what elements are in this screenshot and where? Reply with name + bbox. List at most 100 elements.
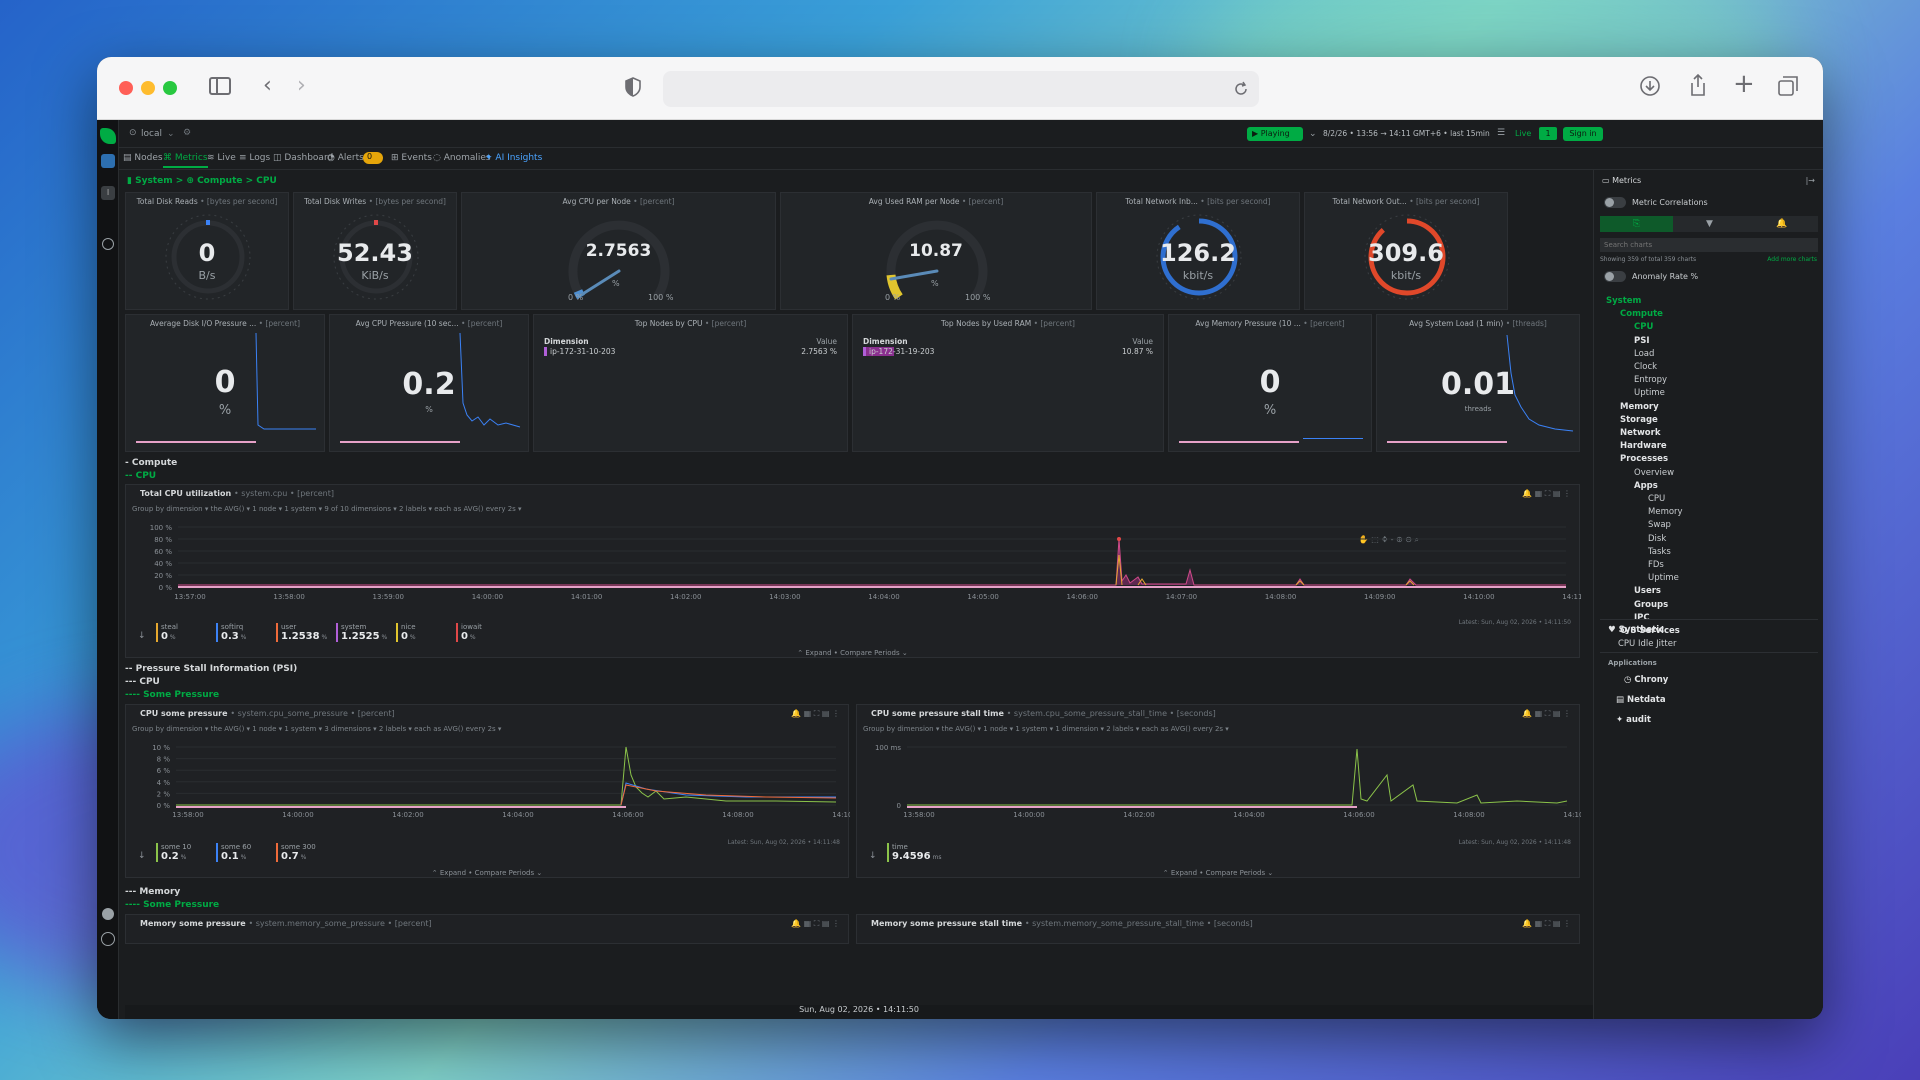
space-icon[interactable] (101, 154, 115, 168)
tree-item[interactable]: Tasks (1648, 546, 1671, 557)
settings-icon[interactable] (102, 238, 114, 250)
tab-events[interactable]: ⊞ Events (391, 153, 432, 163)
timerange-picker[interactable]: 8/2/26 • 13:56 → 14:11 GMT+6 • last 15mi… (1323, 129, 1490, 138)
section-psi[interactable]: -- Pressure Stall Information (PSI) (125, 664, 298, 674)
legend-item[interactable]: user 1.2538 % (276, 623, 334, 642)
legend-expand-icon[interactable]: ↓ (138, 851, 146, 861)
tree-item-audit[interactable]: ✦ audit (1616, 715, 1651, 725)
tab-live[interactable]: ≋ Live (207, 153, 236, 163)
tab-anomalies[interactable]: ◌ Anomalies (433, 153, 491, 163)
card-top-nodes-by-ram[interactable]: Top Nodes by Used RAM • [percent] Dimens… (852, 314, 1164, 452)
tree-item[interactable]: Apps (1634, 480, 1658, 491)
tree-item[interactable]: Disk (1648, 533, 1667, 544)
tree-item[interactable]: PSI (1634, 335, 1650, 346)
tree-item[interactable]: Groups (1634, 599, 1669, 610)
card-total-disk-writes[interactable]: Total Disk Writes • [bytes per second] 5… (293, 192, 457, 310)
search-charts-input[interactable] (1600, 238, 1818, 252)
tree-item[interactable]: System (1606, 296, 1642, 306)
legend-item[interactable]: some 60 0.1 % (216, 843, 274, 862)
chart-toolbar-icons[interactable]: 🔔 ▦ ⛶ ▤ ⋮ (791, 709, 840, 718)
tree-item[interactable]: CPU (1634, 322, 1654, 333)
add-more-charts-link[interactable]: Add more charts (1767, 256, 1817, 263)
tree-item-cpu-idle-jitter[interactable]: CPU Idle Jitter (1618, 639, 1677, 649)
sign-in-button[interactable]: Sign in (1563, 127, 1603, 141)
tree-item[interactable]: Swap (1648, 520, 1671, 531)
tree-item[interactable]: Hardware (1620, 441, 1667, 452)
tree-item[interactable]: Load (1634, 348, 1655, 359)
new-tab-icon[interactable]: + (1733, 69, 1755, 99)
expand-compare-periods[interactable]: ⌃ Expand • Compare Periods ⌄ (431, 869, 543, 877)
minimize-window-button[interactable] (141, 81, 155, 95)
chart-memory-some-pressure-stall-time[interactable]: Memory some pressure stall time • system… (856, 914, 1580, 944)
tree-item-netdata[interactable]: ▤ Netdata (1616, 695, 1666, 705)
chart-total-cpu-utilization[interactable]: Total CPU utilization • system.cpu • [pe… (125, 484, 1581, 658)
legend-expand-icon[interactable]: ↓ (869, 851, 877, 861)
chart-toolbar-icons[interactable]: 🔔 ▦ ⛶ ▤ ⋮ (1522, 489, 1571, 498)
group-by-controls[interactable]: Group by dimension ▾ the AVG() ▾ 1 node … (863, 725, 1229, 733)
chart-cpu-some-pressure[interactable]: CPU some pressure • system.cpu_some_pres… (125, 704, 850, 878)
tree-item[interactable]: Entropy (1634, 375, 1668, 386)
tree-item[interactable]: Memory (1620, 401, 1659, 412)
section-cpu[interactable]: -- CPU (125, 471, 157, 481)
user-avatar-icon[interactable] (101, 932, 115, 946)
breadcrumb[interactable]: ▮ System > ⊕ Compute > CPU (127, 176, 277, 186)
anomaly-rate-toggle[interactable] (1604, 271, 1626, 282)
tree-item-synthetic[interactable]: ♥ Synthetic (1608, 625, 1665, 635)
metric-correlations-toggle[interactable] (1604, 197, 1626, 208)
news-icon[interactable]: ☰ (1497, 128, 1506, 138)
chart-memory-some-pressure[interactable]: Memory some pressure • system.memory_som… (125, 914, 849, 944)
tree-item[interactable]: CPU (1648, 494, 1666, 504)
card-total-network-inbound[interactable]: Total Network Inb... • [bits per second]… (1096, 192, 1300, 310)
tab-overview-icon[interactable] (1777, 75, 1799, 97)
tree-item[interactable]: Processes (1620, 454, 1669, 465)
legend-item[interactable]: system 1.2525 % (336, 623, 394, 642)
section-memory[interactable]: --- Memory (125, 887, 181, 897)
tree-item[interactable]: Compute (1620, 309, 1663, 320)
legend-item[interactable]: steal 0 % (156, 623, 214, 642)
tree-item[interactable]: Overview (1634, 467, 1675, 478)
expand-compare-periods[interactable]: ⌃ Expand • Compare Periods ⌄ (797, 649, 908, 657)
gear-icon[interactable]: ⚙ (183, 128, 192, 138)
group-by-controls[interactable]: Group by dimension ▾ the AVG() ▾ 1 node … (132, 505, 522, 513)
tab-alerts[interactable]: ◔ Alerts (327, 153, 364, 163)
chart-toolbar-icons[interactable]: 🔔 ▦ ⛶ ▤ ⋮ (1522, 919, 1571, 928)
card-avg-cpu-pressure[interactable]: Avg CPU Pressure (10 sec... • [percent] … (329, 314, 529, 452)
room-icon[interactable]: I (101, 186, 115, 200)
expand-compare-periods[interactable]: ⌃ Expand • Compare Periods ⌄ (1162, 869, 1274, 877)
tree-item[interactable]: FDs (1648, 560, 1664, 570)
card-avg-used-ram-per-node[interactable]: Avg Used RAM per Node • [percent] 10.87 … (780, 192, 1092, 310)
card-total-disk-reads[interactable]: Total Disk Reads • [bytes per second] 0 … (125, 192, 289, 310)
chart-toolbar-icons[interactable]: 🔔 ▦ ⛶ ▤ ⋮ (1522, 709, 1571, 718)
legend-expand-icon[interactable]: ↓ (138, 631, 146, 641)
tab-nodes[interactable]: ▤ Nodes (123, 153, 163, 163)
section-memory-some-pressure[interactable]: ---- Some Pressure (125, 900, 220, 910)
forward-icon[interactable]: › (297, 73, 306, 98)
sidebar-toggle-icon[interactable] (209, 77, 231, 95)
section-some-pressure[interactable]: ---- Some Pressure (125, 690, 220, 700)
legend-item[interactable]: some 10 0.2 % (156, 843, 214, 862)
card-avg-cpu-per-node[interactable]: Avg CPU per Node • [percent] 2.7563 % 0 … (461, 192, 776, 310)
charts-tab-icon[interactable]: ⎘ (1600, 216, 1673, 232)
filter-tab-icon[interactable]: ▼ (1706, 219, 1713, 229)
tab-ai-insights[interactable]: ✦ AI Insights (485, 153, 543, 163)
help-icon[interactable] (102, 908, 114, 920)
table-row[interactable]: ip-172-31-19-203 (863, 347, 935, 356)
share-icon[interactable] (1687, 73, 1709, 97)
netdata-logo[interactable] (100, 128, 116, 144)
tab-logs[interactable]: ≡ Logs (239, 153, 271, 163)
tab-dashboard[interactable]: ◫ Dashboard (273, 153, 334, 163)
live-label[interactable]: Live (1515, 129, 1532, 138)
legend-item[interactable]: nice 0 % (396, 623, 454, 642)
legend-item[interactable]: softirq 0.3 % (216, 623, 274, 642)
space-name[interactable]: local (141, 129, 162, 139)
section-psi-cpu[interactable]: --- CPU (125, 677, 160, 687)
reload-icon[interactable] (1233, 81, 1249, 97)
collapse-panel-icon[interactable]: |→ (1805, 176, 1815, 185)
tree-item[interactable]: Uptime (1634, 388, 1665, 399)
legend-item[interactable]: iowait 0 % (456, 623, 514, 642)
tree-item[interactable]: Storage (1620, 414, 1658, 425)
tree-item[interactable]: Uptime (1648, 573, 1679, 584)
tree-item-chrony[interactable]: ◷ Chrony (1624, 675, 1669, 685)
legend-item[interactable]: time 9.4596 ms (887, 843, 945, 862)
tree-item[interactable]: Memory (1648, 507, 1683, 518)
